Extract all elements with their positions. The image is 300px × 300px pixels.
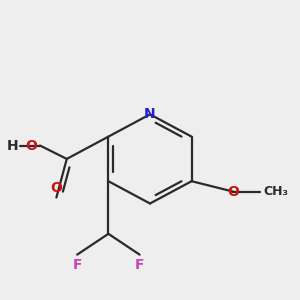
Text: O: O bbox=[50, 181, 62, 195]
Text: H: H bbox=[7, 139, 18, 152]
Text: F: F bbox=[72, 258, 82, 272]
Text: O: O bbox=[227, 184, 239, 199]
Text: CH₃: CH₃ bbox=[263, 185, 288, 198]
Text: F: F bbox=[135, 258, 144, 272]
Text: O: O bbox=[25, 139, 37, 152]
Text: N: N bbox=[144, 107, 156, 121]
